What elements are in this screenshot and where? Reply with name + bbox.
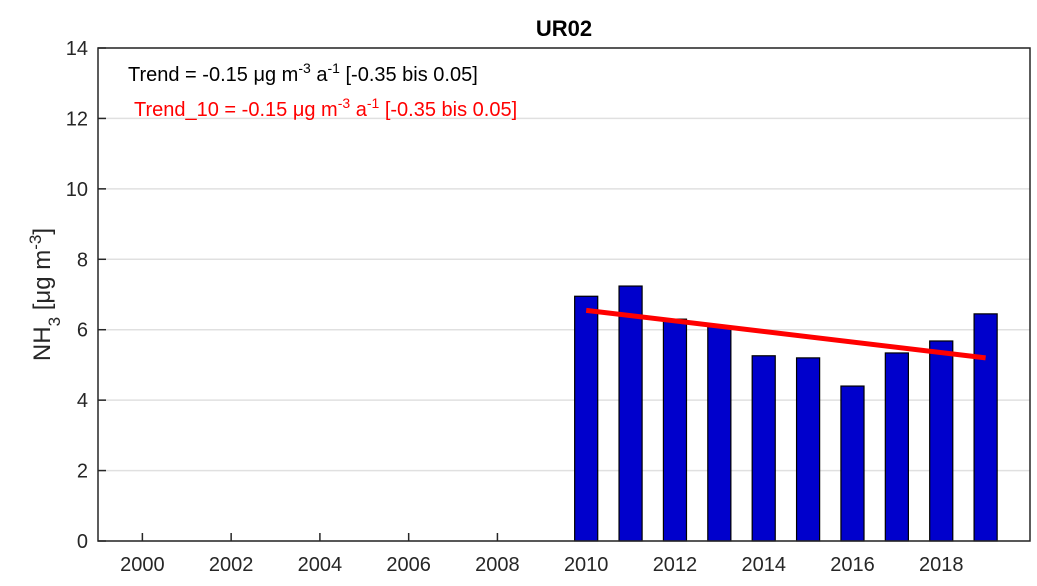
y-tick-label: 14 [66, 38, 88, 60]
bar [884, 352, 909, 542]
annotation-part: μg m [253, 64, 298, 86]
y-tick-label: 12 [66, 108, 88, 130]
bar [574, 295, 599, 542]
bar [707, 325, 732, 542]
annotation-part: [-0.35 bis 0.05] [340, 64, 478, 86]
x-tick-label: 2014 [741, 554, 786, 576]
bar [973, 313, 998, 542]
annotation-part: Trend_10 = -0.15 [134, 99, 293, 121]
y-tick-label: 2 [77, 461, 88, 483]
bar [751, 355, 776, 542]
annotation-part: Trend = -0.15 [128, 64, 253, 86]
x-tick-label: 2002 [209, 554, 254, 576]
y-tick-label: 4 [77, 390, 88, 412]
annotation: Trend_10 = -0.15 μg m-3 a-1 [-0.35 bis 0… [134, 95, 517, 121]
chart-title: UR02 [536, 16, 592, 41]
y-axis-label-part: NH [29, 326, 56, 361]
annotation-part: μg m [293, 99, 338, 121]
x-tick-label: 2018 [919, 554, 964, 576]
annotation-part: -3 [298, 60, 311, 76]
y-tick-label: 8 [77, 249, 88, 271]
x-tick-label: 2000 [120, 554, 165, 576]
annotation-part: a [350, 99, 368, 121]
y-axis-label-part: -3 [26, 235, 45, 250]
plot-frame [97, 47, 1031, 542]
y-tick-label: 6 [77, 320, 88, 342]
annotation-part: a [311, 64, 329, 86]
bar [662, 318, 688, 542]
y-axis-label-part: [ [29, 303, 56, 317]
annotation-part: -1 [367, 95, 380, 111]
y-axis-label-part: 3 [45, 317, 64, 326]
annotation-part: -1 [327, 60, 340, 76]
x-tick-label: 2004 [298, 554, 343, 576]
annotation-part: -3 [338, 95, 351, 111]
annotation-part: [-0.35 bis 0.05] [379, 99, 517, 121]
y-tick-label: 10 [66, 179, 88, 201]
bar [795, 357, 821, 542]
x-tick-label: 2006 [386, 554, 431, 576]
x-tick-label: 2016 [830, 554, 875, 576]
y-axis-label-part: μg m [29, 250, 56, 304]
bar [929, 340, 954, 542]
y-axis-label: NH3 [μg m-3] [26, 228, 64, 361]
x-tick-label: 2010 [564, 554, 609, 576]
trend-line [585, 307, 986, 361]
annotation: Trend = -0.15 μg m-3 a-1 [-0.35 bis 0.05… [128, 60, 478, 86]
bar [840, 385, 865, 542]
y-tick-label: 0 [77, 531, 88, 553]
bar [618, 285, 643, 542]
x-tick-label: 2012 [653, 554, 698, 576]
x-tick-label: 2008 [475, 554, 520, 576]
y-axis-label-part: ] [29, 228, 56, 235]
